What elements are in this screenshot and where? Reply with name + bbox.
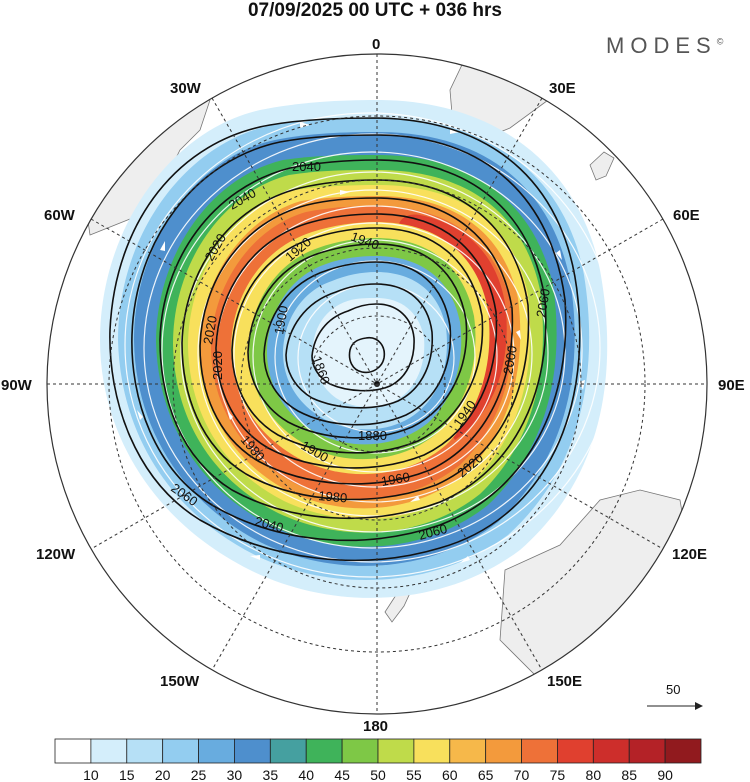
colorbar-tick-label: 40 xyxy=(298,767,314,782)
colorbar-tick-label: 75 xyxy=(550,767,566,782)
brand-copyright: © xyxy=(716,36,724,47)
colorbar-swatch xyxy=(54,738,92,764)
colorbar-tick-label: 70 xyxy=(514,767,530,782)
colorbar-swatch xyxy=(413,738,451,764)
colorbar-swatch xyxy=(557,738,594,764)
contour-label: 2020 xyxy=(210,351,225,380)
contour-2060 xyxy=(109,117,581,562)
lon-label-90w: 90W xyxy=(1,377,33,394)
contour-2040 xyxy=(131,134,567,542)
colorbar-tick-label: 60 xyxy=(442,767,458,782)
colorbar-swatch xyxy=(234,738,271,764)
height-contours xyxy=(109,117,581,562)
colorbar-swatch xyxy=(126,738,164,764)
shade-pole xyxy=(312,298,425,407)
colorbar-swatch xyxy=(305,738,343,764)
map-title: 07/09/2025 00 UTC + 036 hrs xyxy=(247,0,503,21)
contour-1900 xyxy=(263,261,452,426)
colorbar-swatch xyxy=(269,738,307,764)
contour-1880 xyxy=(285,283,434,409)
lon-label-30w: 30W xyxy=(170,80,202,97)
contour-label: 2060 xyxy=(417,521,449,543)
colorbar-tick-label: 65 xyxy=(478,767,494,782)
colorbar-tick-label: 15 xyxy=(119,767,135,782)
colorbar-swatch xyxy=(521,738,558,764)
lon-label-90e: 90E xyxy=(718,377,745,394)
contour-label: 2040 xyxy=(253,513,285,535)
contour-label: 1960 xyxy=(380,469,411,489)
colorbar-tick-label: 50 xyxy=(370,767,386,782)
colorbar-swatch xyxy=(198,738,235,764)
contour-1940 xyxy=(231,227,484,454)
contour-2020 xyxy=(159,159,547,520)
contour-1920 xyxy=(247,243,468,439)
contour-label: 1900 xyxy=(271,304,291,335)
colorbar-tick-label: 90 xyxy=(657,767,673,782)
map-border xyxy=(46,53,708,715)
colorbar: 10 15 20 25 30 35 40 45 50 55 60 65 70 75 80 85 90 xyxy=(54,738,702,782)
madagascar xyxy=(589,151,615,181)
lon-label-150e: 150E xyxy=(547,673,582,690)
lon-label-120w: 120W xyxy=(36,546,76,563)
longitude-labels: 0 30E 60E 90E 120E 150E 180 150W 120W 90… xyxy=(1,36,745,735)
stream-arrows xyxy=(137,122,585,563)
lon-label-150w: 150W xyxy=(160,673,200,690)
contour-1980 xyxy=(199,197,514,485)
colorbar-swatch xyxy=(485,738,522,764)
colorbar-swatch xyxy=(377,738,415,764)
colorbar-tick-label: 80 xyxy=(586,767,602,782)
contour-label: 2060 xyxy=(533,287,553,318)
contour-2000 xyxy=(181,179,530,501)
lon-label-180: 180 xyxy=(363,718,388,735)
contour-1960 xyxy=(215,213,498,469)
graticule xyxy=(47,54,707,714)
colorbar-tick-label: 55 xyxy=(406,767,422,782)
colorbar-tick-label: 10 xyxy=(83,767,99,782)
map-disk xyxy=(47,54,707,714)
colorbar-swatch xyxy=(664,738,702,764)
lon-label-0: 0 xyxy=(372,36,380,53)
lon-label-120e: 120E xyxy=(672,546,707,563)
colorbar-swatch xyxy=(341,738,379,764)
colorbar-tick-label: 25 xyxy=(191,767,207,782)
lon-label-60w: 60W xyxy=(44,207,76,224)
colorbar-swatch xyxy=(449,738,487,764)
contour-label: 2040 xyxy=(292,159,321,174)
contour-label: 2020 xyxy=(200,314,220,345)
reference-vector-label: 50 xyxy=(666,682,680,697)
colorbar-swatch xyxy=(162,738,199,764)
brand-logo: MODES© xyxy=(606,33,723,59)
contour-label: 1980 xyxy=(318,488,348,505)
brand-text: MODES xyxy=(606,33,717,58)
colorbar-swatch xyxy=(628,738,666,764)
streamlines xyxy=(124,112,616,578)
colorbar-tick-label: 35 xyxy=(263,767,279,782)
colorbar-swatch xyxy=(592,738,630,764)
lon-label-60e: 60E xyxy=(673,207,700,224)
reference-vector: 50 xyxy=(647,682,703,710)
lon-label-30e: 30E xyxy=(549,80,576,97)
colorbar-tick-label: 45 xyxy=(334,767,350,782)
colorbar-tick-label: 20 xyxy=(155,767,171,782)
wind-speed-shading xyxy=(100,100,608,598)
contour-low xyxy=(348,336,386,374)
colorbar-swatch xyxy=(90,738,128,764)
colorbar-tick-label: 30 xyxy=(227,767,243,782)
contour-label: 1880 xyxy=(358,428,387,443)
contour-label: 2000 xyxy=(500,344,520,375)
colorbar-tick-label: 85 xyxy=(621,767,637,782)
